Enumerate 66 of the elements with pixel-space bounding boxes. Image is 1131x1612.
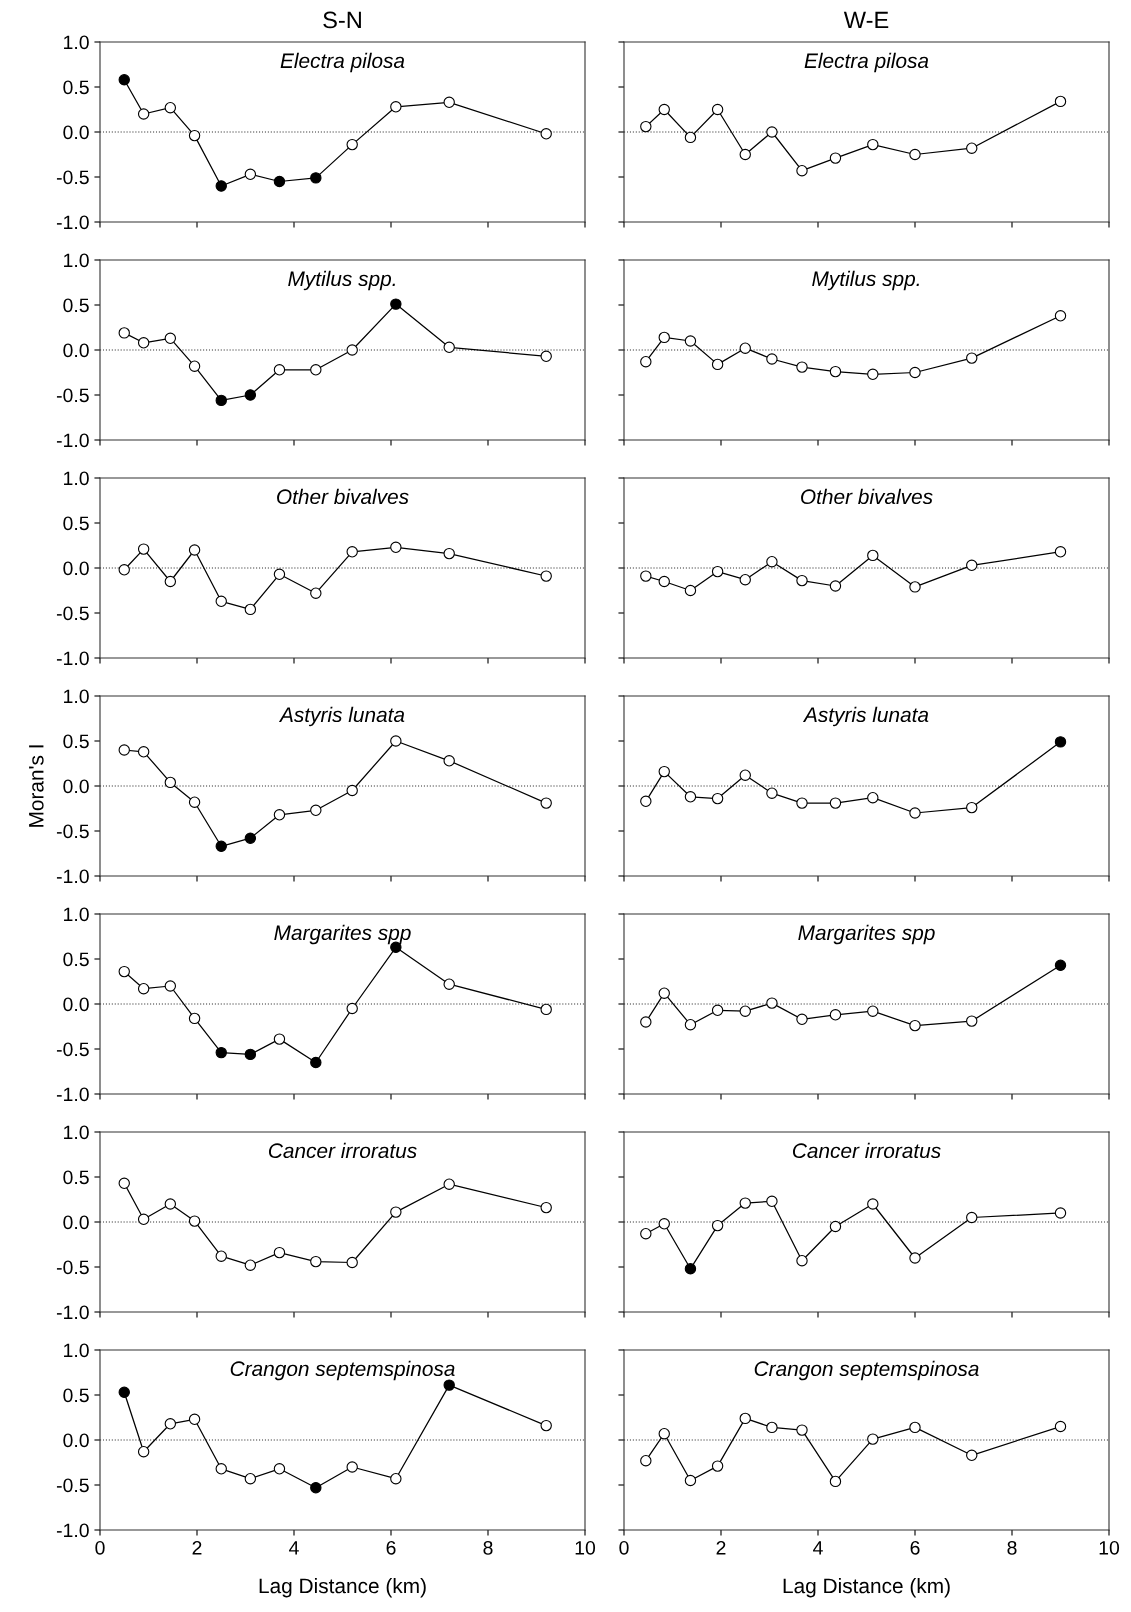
y-tick-label: 0.0	[63, 1215, 89, 1230]
y-tick-label: 0.5	[63, 952, 89, 967]
chart-subtitle: Astyris lunata	[802, 706, 929, 727]
y-tick-label: -1.0	[56, 433, 89, 448]
x-tick-label: 10	[575, 1540, 596, 1555]
y-tick-label: 0.5	[63, 734, 89, 749]
y-tick-label: 0.5	[63, 298, 89, 313]
y-tick-label: -1.0	[56, 1087, 89, 1102]
y-tick-label: 0.0	[63, 343, 89, 358]
chart-title: S-N	[323, 11, 361, 29]
x-tick-label: 2	[716, 1540, 726, 1555]
y-tick-label: 0.0	[63, 779, 89, 794]
y-tick-label: 0.0	[63, 561, 89, 576]
chart-subtitle: Mytilus spp.	[812, 270, 919, 291]
x-tick-label: 8	[483, 1540, 493, 1555]
y-tick-label: 1.0	[64, 471, 89, 486]
x-tick-label: 0	[95, 1540, 105, 1555]
y-tick-label: 0.5	[63, 1170, 89, 1185]
chart-title: W-E	[843, 11, 889, 29]
x-tick-label: 10	[1099, 1540, 1120, 1555]
chart-subtitle: Electra pilosa	[804, 52, 929, 73]
x-axis-title: Lag Distance (km)	[259, 1577, 426, 1598]
chart-subtitle: Margarites spp	[798, 924, 935, 945]
x-tick-label: 8	[1007, 1540, 1017, 1555]
y-tick-label: -1.0	[56, 215, 89, 230]
y-tick-label: 0.0	[63, 125, 89, 140]
y-tick-label: 0.0	[63, 1433, 89, 1448]
y-tick-label: 1.0	[64, 35, 89, 50]
x-tick-label: 6	[910, 1540, 920, 1555]
y-tick-label: 0.5	[63, 1388, 89, 1403]
y-tick-label: -1.0	[56, 651, 89, 666]
y-tick-label: 1.0	[64, 1343, 89, 1358]
y-tick-label: 0.0	[63, 997, 89, 1012]
y-tick-label: 0.5	[63, 80, 89, 95]
y-tick-label: -0.5	[56, 606, 89, 621]
y-tick-label: 0.5	[63, 516, 89, 531]
y-axis-title: Moran's I	[29, 745, 44, 827]
chart-subtitle: Other bivalves	[277, 488, 409, 505]
y-tick-label: -0.5	[56, 388, 89, 403]
x-tick-label: 6	[386, 1540, 396, 1555]
chart-subtitle: Margarites spp	[274, 924, 411, 945]
x-tick-label: 4	[813, 1541, 823, 1555]
chart-subtitle: Mytilus spp.	[288, 270, 395, 291]
chart-subtitle: Electra pilosa	[280, 52, 405, 73]
x-tick-label: 4	[289, 1541, 299, 1555]
y-tick-label: -1.0	[56, 1305, 89, 1320]
y-tick-label: -1.0	[56, 869, 89, 884]
y-tick-label: -0.5	[56, 824, 89, 839]
y-tick-label: -0.5	[56, 1260, 89, 1275]
chart-subtitle: Astyris lunata	[278, 706, 405, 727]
chart-subtitle: Crangon septemspinosa	[754, 1360, 979, 1381]
chart-subtitle: Other bivalves	[801, 488, 933, 505]
chart-subtitle: Cancer irroratus	[792, 1142, 941, 1159]
y-tick-label: 1.0	[64, 1125, 89, 1140]
y-tick-label: -0.5	[56, 1478, 89, 1493]
x-tick-label: 0	[619, 1540, 629, 1555]
y-tick-label: 1.0	[64, 689, 89, 704]
y-tick-label: -1.0	[56, 1523, 89, 1538]
y-tick-label: 1.0	[64, 253, 89, 268]
x-tick-label: 2	[192, 1540, 202, 1555]
x-axis-title: Lag Distance (km)	[783, 1577, 950, 1598]
chart-subtitle: Cancer irroratus	[268, 1142, 417, 1159]
y-tick-label: -0.5	[56, 170, 89, 185]
y-tick-label: -0.5	[56, 1042, 89, 1057]
y-tick-label: 1.0	[64, 907, 89, 922]
chart-subtitle: Crangon septemspinosa	[230, 1360, 455, 1381]
